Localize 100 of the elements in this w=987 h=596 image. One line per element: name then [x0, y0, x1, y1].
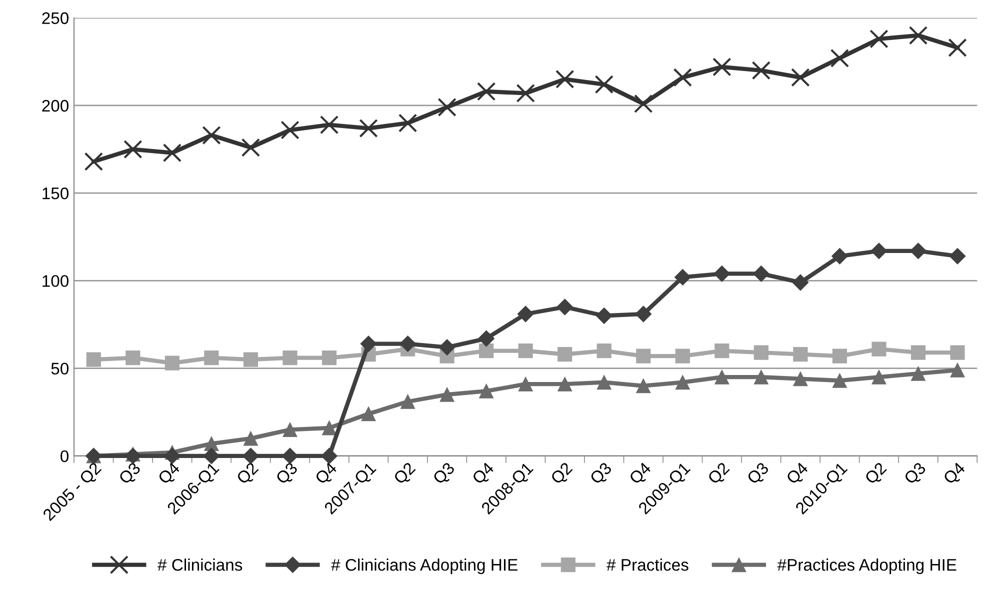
point	[712, 58, 732, 76]
point	[831, 248, 848, 264]
point	[872, 370, 886, 384]
point	[359, 118, 378, 138]
y-tick-label: 50	[51, 362, 69, 375]
point	[793, 347, 808, 362]
point	[673, 68, 692, 87]
point	[714, 370, 730, 384]
point	[518, 344, 533, 358]
point	[752, 266, 770, 282]
point	[84, 152, 104, 171]
point	[832, 348, 847, 364]
point	[203, 448, 220, 464]
point	[438, 339, 456, 356]
point	[124, 140, 142, 159]
point	[204, 350, 219, 366]
point	[792, 274, 809, 291]
point	[596, 308, 612, 324]
point	[202, 126, 221, 145]
point	[479, 384, 494, 398]
point	[594, 75, 614, 94]
point	[320, 115, 339, 134]
point	[636, 378, 651, 394]
point	[754, 370, 768, 384]
point	[280, 120, 300, 140]
x-tick-label: Q2	[707, 462, 732, 487]
point	[752, 61, 771, 80]
point	[164, 356, 180, 370]
point	[870, 30, 888, 48]
point	[282, 350, 298, 366]
x-tick-label: Q3	[432, 462, 458, 487]
point	[596, 375, 612, 390]
point	[830, 48, 850, 68]
point	[518, 376, 533, 392]
point	[282, 448, 298, 464]
point	[243, 352, 258, 367]
point	[948, 38, 967, 58]
x-tick-label: Q2	[236, 462, 261, 487]
point	[242, 448, 259, 464]
point	[675, 375, 690, 390]
point	[793, 372, 808, 386]
point	[910, 366, 926, 381]
point	[675, 348, 690, 364]
point	[438, 98, 456, 117]
point	[910, 345, 926, 360]
point	[714, 344, 730, 358]
point	[517, 306, 534, 322]
y-tick-label: 100	[42, 275, 69, 287]
point	[479, 344, 494, 358]
point	[478, 330, 495, 347]
legend-label: # Clinicians Adopting HIE	[331, 558, 518, 574]
x-tick-label: Q3	[275, 462, 300, 487]
point	[754, 345, 768, 360]
point	[870, 242, 888, 260]
point	[949, 248, 966, 264]
point	[674, 269, 691, 286]
point	[635, 306, 652, 322]
point	[832, 373, 847, 388]
legend-label: # Clinicians	[158, 558, 242, 571]
x-tick-label: Q2	[864, 462, 890, 487]
y-tick-label: 150	[42, 188, 69, 200]
x-tick-label: Q3	[903, 462, 928, 487]
legend-label: # Practices	[606, 558, 688, 571]
point	[162, 143, 182, 162]
point	[126, 350, 140, 366]
point	[558, 376, 572, 392]
point	[908, 26, 928, 45]
point	[400, 336, 416, 352]
x-tick-label: Q3	[746, 462, 772, 487]
y-tick-label: 0	[60, 450, 69, 462]
point	[950, 362, 965, 378]
point	[791, 68, 810, 87]
point	[86, 352, 101, 367]
point	[322, 350, 337, 366]
point	[204, 436, 219, 451]
point	[241, 138, 260, 157]
point	[322, 420, 337, 436]
point	[558, 347, 572, 362]
point	[361, 406, 376, 422]
point	[400, 394, 416, 409]
point	[556, 298, 574, 316]
point	[516, 84, 535, 103]
point	[476, 82, 496, 101]
point	[634, 94, 653, 114]
point	[555, 70, 574, 89]
point	[282, 422, 298, 437]
point	[636, 348, 651, 364]
point	[440, 387, 454, 402]
point	[596, 344, 612, 358]
point	[910, 242, 926, 260]
point	[360, 336, 377, 352]
x-tick-label: Q2	[550, 462, 576, 487]
legend-label: #Practices Adopting HIE	[777, 558, 956, 574]
y-tick-label: 200	[42, 100, 69, 112]
point	[243, 431, 258, 446]
point	[398, 114, 418, 132]
y-tick-label: 250	[42, 12, 69, 24]
x-tick-label: Q3	[118, 462, 144, 487]
point	[950, 345, 965, 360]
x-tick-label: Q4	[942, 461, 968, 487]
